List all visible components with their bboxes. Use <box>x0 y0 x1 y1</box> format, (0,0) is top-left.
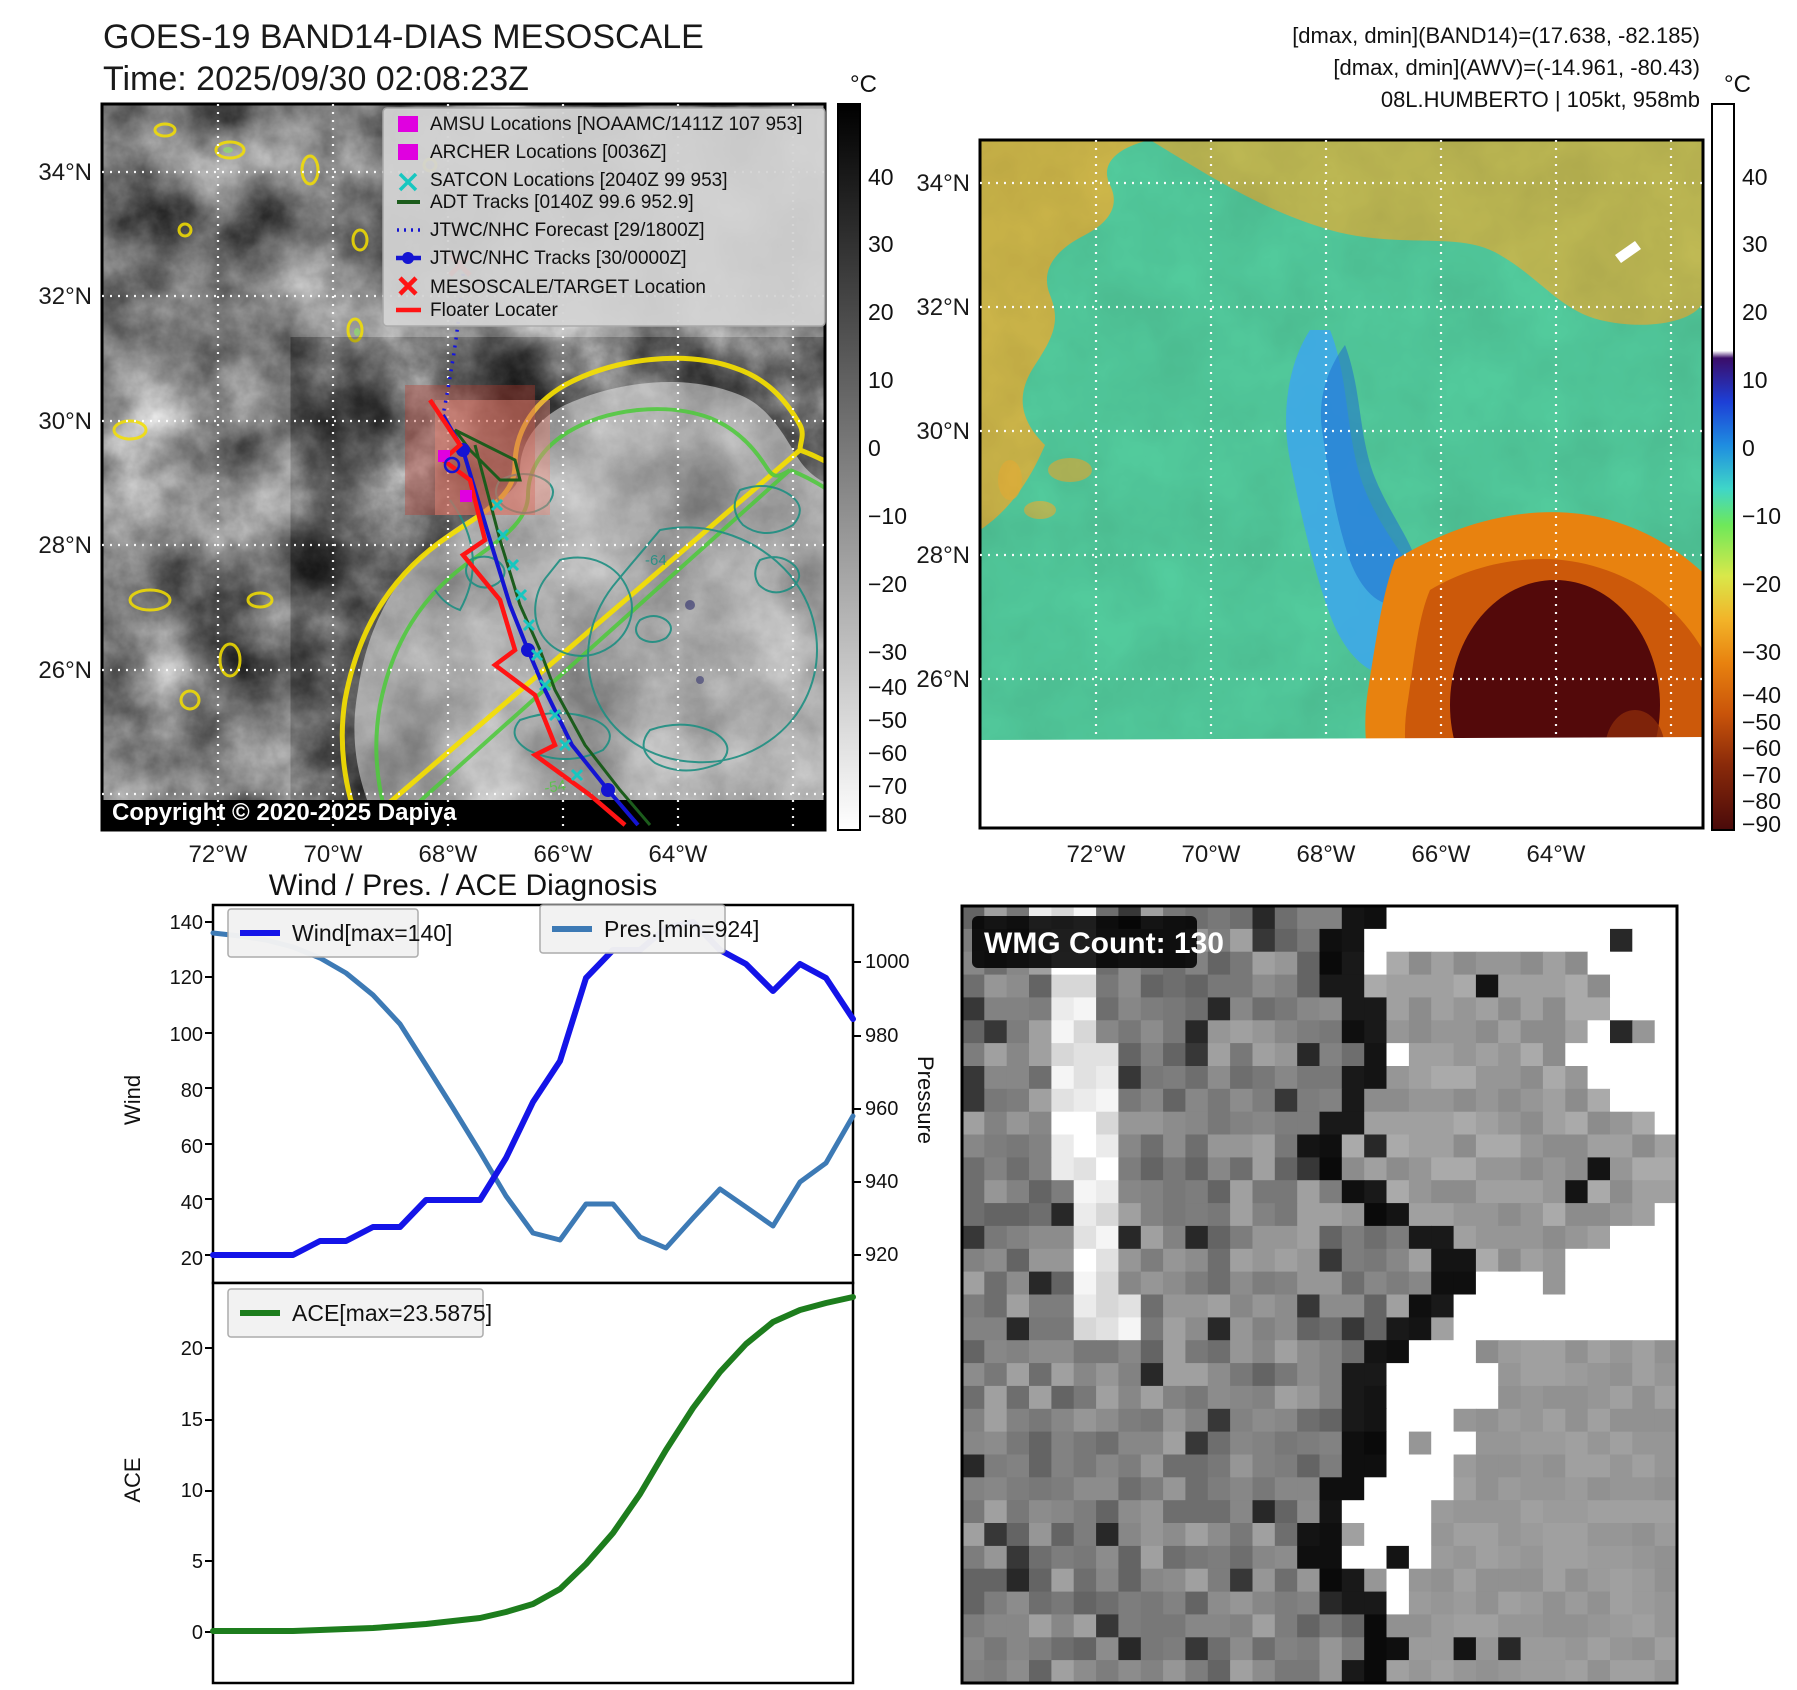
svg-text:72°W: 72°W <box>1067 841 1126 868</box>
svg-text:−80: −80 <box>868 803 907 829</box>
svg-text:−70: −70 <box>1742 762 1781 788</box>
svg-text:20: 20 <box>181 1338 203 1360</box>
svg-text:[dmax, dmin](AWV)=(-14.961, -8: [dmax, dmin](AWV)=(-14.961, -80.43) <box>1333 55 1700 80</box>
svg-text:960: 960 <box>865 1098 898 1120</box>
svg-text:100: 100 <box>170 1024 203 1046</box>
svg-text:ARCHER Locations [0036Z]: ARCHER Locations [0036Z] <box>430 142 667 163</box>
svg-text:−40: −40 <box>1742 682 1781 708</box>
svg-text:10: 10 <box>181 1480 203 1502</box>
svg-text:80: 80 <box>181 1080 203 1102</box>
svg-text:30°N: 30°N <box>916 418 970 445</box>
svg-text:30°N: 30°N <box>38 408 92 435</box>
svg-text:08L.HUMBERTO | 105kt, 958mb: 08L.HUMBERTO | 105kt, 958mb <box>1381 87 1700 112</box>
svg-text:ACE: ACE <box>120 1457 145 1502</box>
svg-text:Floater Locater: Floater Locater <box>430 300 558 321</box>
svg-text:0: 0 <box>1742 435 1755 461</box>
svg-text:AMSU Locations [NOAAMC/1411Z 1: AMSU Locations [NOAAMC/1411Z 107 953] <box>430 114 802 135</box>
svg-text:30: 30 <box>1742 231 1768 257</box>
svg-text:−50: −50 <box>1742 709 1781 735</box>
svg-text:1000: 1000 <box>865 951 910 973</box>
svg-text:66°W: 66°W <box>534 841 593 868</box>
svg-text:−40: −40 <box>868 674 907 700</box>
svg-text:Wind[max=140]: Wind[max=140] <box>292 920 452 946</box>
svg-text:−10: −10 <box>1742 503 1781 529</box>
svg-text:34°N: 34°N <box>916 170 970 197</box>
svg-text:32°N: 32°N <box>916 294 970 321</box>
svg-text:40: 40 <box>868 164 894 190</box>
svg-text:[dmax, dmin](BAND14)=(17.638,: [dmax, dmin](BAND14)=(17.638, -82.185) <box>1292 23 1700 48</box>
svg-text:120: 120 <box>170 967 203 989</box>
svg-text:10: 10 <box>868 367 894 393</box>
svg-text:−90: −90 <box>1742 811 1781 837</box>
svg-text:64°W: 64°W <box>649 841 708 868</box>
svg-text:MESOSCALE/TARGET Location: MESOSCALE/TARGET Location <box>430 277 706 298</box>
svg-text:70°W: 70°W <box>1182 841 1241 868</box>
svg-text:SATCON Locations [2040Z 99 953: SATCON Locations [2040Z 99 953] <box>430 170 727 191</box>
svg-text:0: 0 <box>192 1622 203 1644</box>
svg-text:−30: −30 <box>1742 639 1781 665</box>
svg-text:−60: −60 <box>1742 735 1781 761</box>
svg-text:72°W: 72°W <box>189 841 248 868</box>
svg-text:10: 10 <box>1742 367 1768 393</box>
svg-text:60: 60 <box>181 1136 203 1158</box>
svg-text:20: 20 <box>1742 299 1768 325</box>
svg-text:980: 980 <box>865 1025 898 1047</box>
svg-text:−50: −50 <box>868 707 907 733</box>
svg-text:940: 940 <box>865 1171 898 1193</box>
svg-text:Copyright © 2020-2025 Dapiya: Copyright © 2020-2025 Dapiya <box>112 799 457 826</box>
svg-text:40: 40 <box>181 1192 203 1214</box>
svg-text:-64: -64 <box>645 552 667 569</box>
svg-text:26°N: 26°N <box>916 666 970 693</box>
svg-text:15: 15 <box>181 1409 203 1431</box>
svg-text:28°N: 28°N <box>38 532 92 559</box>
svg-text:34°N: 34°N <box>38 159 92 186</box>
svg-text:Pres.[min=924]: Pres.[min=924] <box>604 916 759 942</box>
svg-text:Time: 2025/09/30 02:08:23Z: Time: 2025/09/30 02:08:23Z <box>103 60 529 98</box>
svg-text:GOES-19 BAND14-DIAS MESOSCALE: GOES-19 BAND14-DIAS MESOSCALE <box>103 18 704 56</box>
svg-text:20: 20 <box>868 299 894 325</box>
svg-text:°C: °C <box>850 71 877 98</box>
svg-text:0: 0 <box>868 435 881 461</box>
svg-text:68°W: 68°W <box>419 841 478 868</box>
svg-text:40: 40 <box>1742 164 1768 190</box>
svg-text:30: 30 <box>868 231 894 257</box>
svg-text:−20: −20 <box>1742 571 1781 597</box>
svg-text:920: 920 <box>865 1244 898 1266</box>
svg-text:Wind / Pres. / ACE Diagnosis: Wind / Pres. / ACE Diagnosis <box>269 869 657 902</box>
svg-text:−30: −30 <box>868 639 907 665</box>
svg-text:−70: −70 <box>868 773 907 799</box>
svg-text:64°W: 64°W <box>1527 841 1586 868</box>
svg-text:°C: °C <box>1724 71 1751 98</box>
svg-text:28°N: 28°N <box>916 542 970 569</box>
svg-text:66°W: 66°W <box>1412 841 1471 868</box>
svg-text:140: 140 <box>170 912 203 934</box>
svg-text:5: 5 <box>192 1551 203 1573</box>
svg-text:Pressure: Pressure <box>913 1056 938 1144</box>
svg-text:ADT Tracks [0140Z 99.6 952.9]: ADT Tracks [0140Z 99.6 952.9] <box>430 192 694 213</box>
svg-text:20: 20 <box>181 1248 203 1270</box>
svg-text:ACE[max=23.5875]: ACE[max=23.5875] <box>292 1300 492 1326</box>
svg-text:−20: −20 <box>868 571 907 597</box>
svg-text:WMG Count: 130: WMG Count: 130 <box>984 927 1224 960</box>
svg-text:70°W: 70°W <box>304 841 363 868</box>
svg-text:32°N: 32°N <box>38 283 92 310</box>
svg-text:−60: −60 <box>868 740 907 766</box>
svg-text:Wind: Wind <box>120 1075 145 1125</box>
svg-text:68°W: 68°W <box>1297 841 1356 868</box>
svg-text:JTWC/NHC Tracks [30/0000Z]: JTWC/NHC Tracks [30/0000Z] <box>430 248 687 269</box>
svg-text:JTWC/NHC Forecast [29/1800Z]: JTWC/NHC Forecast [29/1800Z] <box>430 220 705 241</box>
svg-text:−10: −10 <box>868 503 907 529</box>
svg-text:26°N: 26°N <box>38 657 92 684</box>
